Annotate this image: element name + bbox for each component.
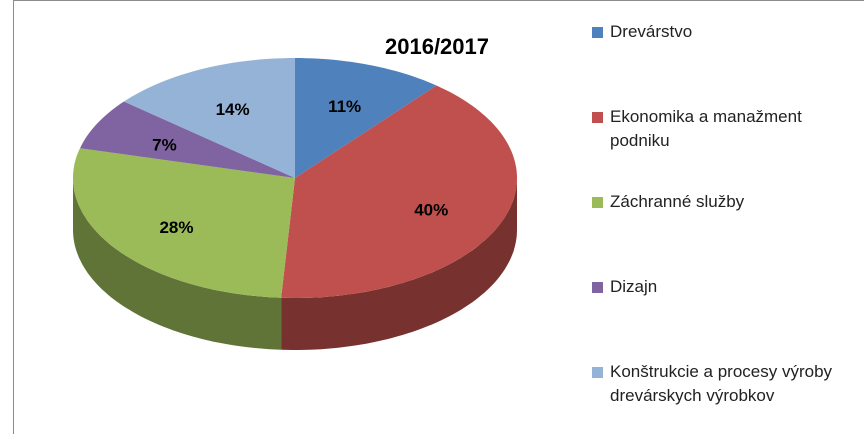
slice xyxy=(295,58,437,178)
data-label: 11% xyxy=(328,97,361,116)
legend-swatch xyxy=(592,112,603,123)
data-label: 7% xyxy=(152,136,177,155)
chart-title: 2016/2017 xyxy=(385,34,489,59)
slice xyxy=(73,148,295,298)
legend-swatch xyxy=(592,197,603,208)
legend-swatch xyxy=(592,367,603,378)
legend-item: Konštrukcie a procesy výroby drevárskych… xyxy=(592,360,864,408)
slice-side xyxy=(281,178,517,350)
legend-label: Konštrukcie a procesy výroby drevárskych… xyxy=(610,362,833,405)
legend-label: Záchranné služby xyxy=(610,192,745,211)
slice xyxy=(80,101,295,178)
slice xyxy=(281,85,517,298)
data-label: 40% xyxy=(414,201,448,220)
data-label: 28% xyxy=(159,218,193,237)
legend-item: Dizajn xyxy=(592,275,864,299)
legend: Drevárstvo Ekonomika a manažment podniku Z… xyxy=(592,0,852,434)
legend-label: Ekonomika a manažment podniku xyxy=(610,107,802,150)
legend-item: Záchranné služby xyxy=(592,190,864,214)
chart-border xyxy=(13,0,864,434)
legend-swatch xyxy=(592,27,603,38)
legend-label: Dizajn xyxy=(610,277,658,296)
slice xyxy=(123,58,296,178)
legend-label: Drevárstvo xyxy=(610,22,693,41)
legend-item: Ekonomika a manažment podniku xyxy=(592,105,864,153)
legend-item: Drevárstvo xyxy=(592,20,864,44)
data-label: 14% xyxy=(216,100,250,119)
slice-side xyxy=(73,178,282,350)
legend-swatch xyxy=(592,282,603,293)
